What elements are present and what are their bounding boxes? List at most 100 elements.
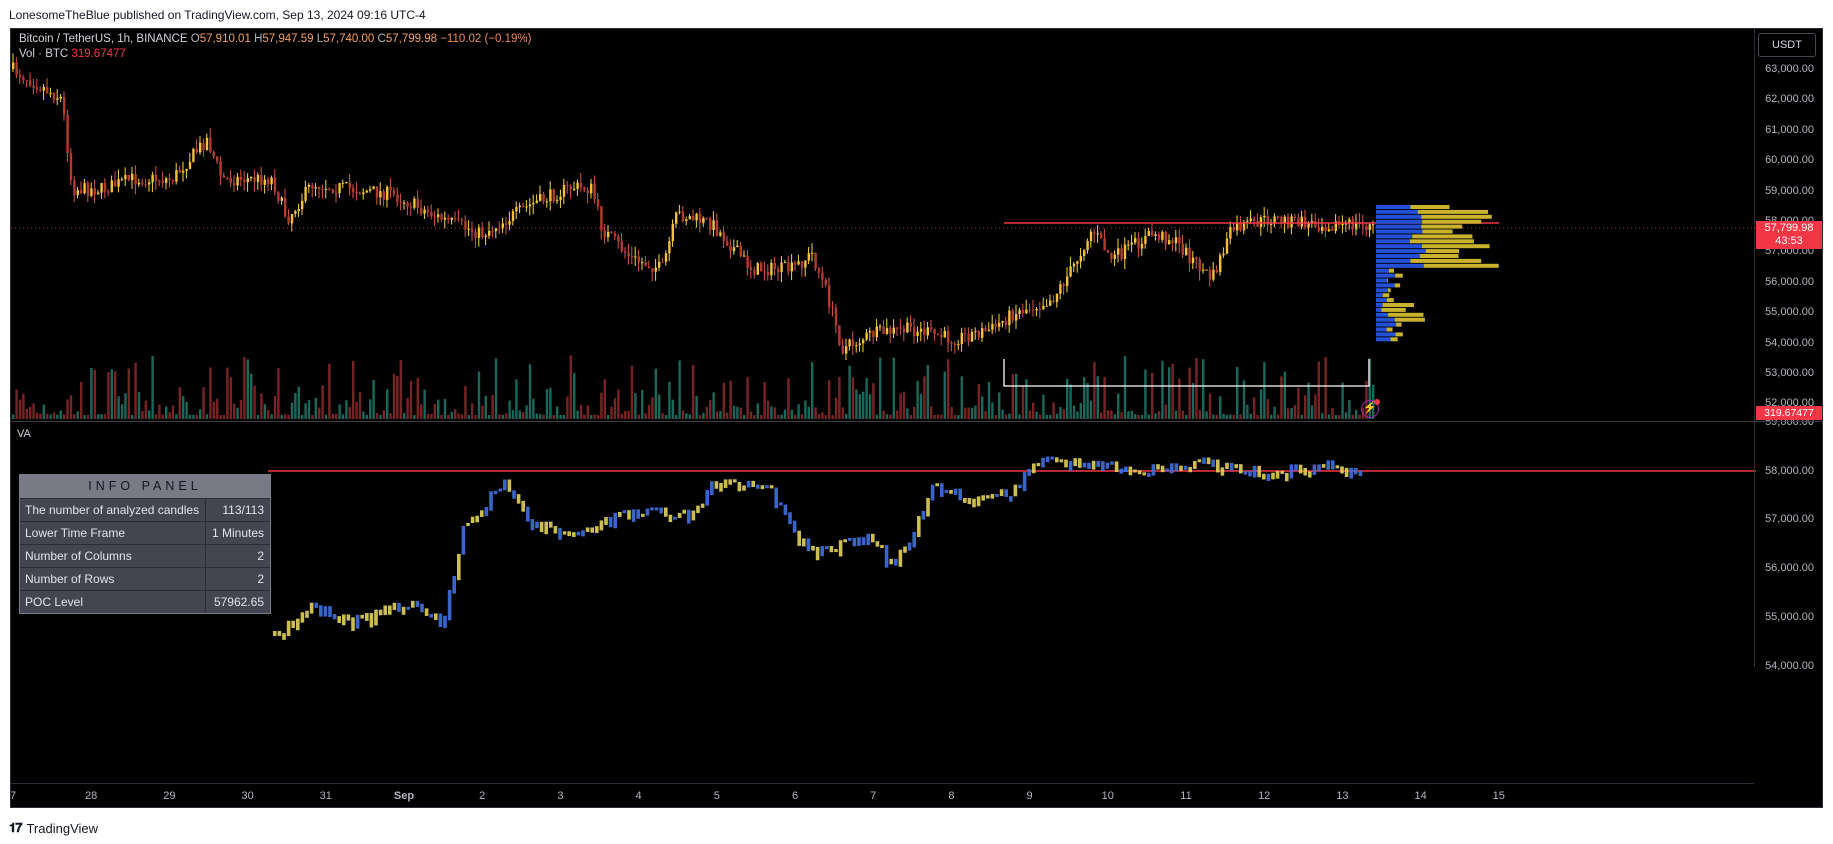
va-bar	[1082, 462, 1087, 468]
volume-bar	[426, 414, 430, 419]
candle-body	[1151, 230, 1154, 236]
volume-bar	[168, 412, 171, 419]
va-bar	[516, 494, 521, 504]
info-row: Lower Time Frame 1 Minutes	[20, 521, 270, 544]
candle-body	[777, 269, 780, 273]
candle-body	[151, 174, 154, 183]
va-bar	[526, 506, 530, 522]
va-bar	[1142, 472, 1146, 476]
candle-body	[426, 209, 430, 213]
volume-bar	[651, 397, 654, 419]
va-bar	[567, 531, 571, 537]
price-tick-label: 53,000.00	[1765, 367, 1814, 379]
candle-body	[902, 328, 906, 333]
va-bar	[1349, 467, 1353, 479]
volume-bar	[345, 400, 348, 419]
candle-body	[392, 190, 396, 195]
candle-body	[984, 328, 987, 331]
va-bar	[434, 613, 438, 620]
va-bar	[319, 605, 323, 617]
volume-bar	[1157, 411, 1161, 419]
volume-bar	[182, 396, 185, 419]
volume-bar	[216, 398, 219, 419]
candle-body	[505, 223, 508, 225]
chart-area[interactable]: Bitcoin / TetherUS, 1h, BINANCE O57,910.…	[10, 28, 1823, 808]
candle-body	[1334, 221, 1337, 231]
candle-body	[29, 80, 32, 86]
volume-bar	[273, 395, 277, 419]
va-bar	[1105, 462, 1110, 469]
candle-body	[1355, 222, 1358, 230]
volume-bar	[1368, 358, 1371, 419]
volume-bar	[280, 414, 283, 419]
volume-bar	[661, 413, 664, 419]
candle-body	[144, 184, 147, 186]
volume-bar	[1008, 413, 1011, 419]
volume-bar	[681, 410, 685, 419]
volume-bar	[69, 395, 73, 419]
volume-bar	[341, 414, 345, 419]
va-bar	[613, 512, 617, 529]
candle-body	[1372, 224, 1375, 226]
volume-bar	[947, 359, 950, 419]
va-bar	[493, 490, 498, 495]
volume-bar	[311, 414, 314, 419]
volume-label[interactable]: Vol · BTC	[19, 48, 69, 60]
va-bar	[484, 506, 489, 517]
volume-bar	[736, 406, 739, 419]
volume-bar	[739, 407, 742, 419]
va-bar	[291, 620, 295, 629]
candle-body	[192, 148, 195, 162]
pane-divider[interactable]	[11, 421, 1822, 422]
candle-body	[1246, 221, 1249, 223]
volume-bar	[1293, 405, 1297, 419]
volume-bar	[1032, 402, 1035, 419]
va-bar	[700, 503, 705, 508]
currency-button[interactable]: USDT	[1758, 33, 1816, 57]
volume-bar	[960, 376, 963, 419]
symbol-title[interactable]: Bitcoin / TetherUS, 1h, BINANCE	[19, 33, 188, 45]
candle-body	[923, 328, 926, 336]
va-bar	[1068, 460, 1073, 471]
volume-bar	[1001, 409, 1004, 419]
volume-bar	[1045, 414, 1048, 419]
va-bar	[1013, 484, 1018, 497]
volume-bar	[1021, 385, 1025, 419]
volume-bar	[630, 365, 634, 419]
time-axis[interactable]: 7 28 29 30 31 Sep 2 3 4 5 6 7 8 9 10 11 12 13 14 15	[11, 783, 1754, 807]
profile-buy-bar	[1376, 312, 1389, 317]
candle-body	[1144, 236, 1147, 244]
candle-body	[916, 331, 919, 336]
va-bar	[820, 546, 824, 557]
candle-body	[443, 217, 447, 220]
lightning-icon[interactable]: ⚡	[1361, 399, 1380, 418]
volume-bar	[821, 412, 824, 419]
candle-body	[780, 262, 783, 273]
time-tick-label: 29	[163, 790, 176, 802]
volume-bar	[909, 414, 912, 419]
candle-body	[607, 231, 610, 238]
va-bar	[1206, 457, 1211, 465]
volume-bar	[1212, 414, 1215, 419]
va-bar	[300, 612, 305, 623]
candle-body	[372, 186, 375, 190]
candle-body	[678, 211, 681, 213]
candle-body	[379, 191, 382, 198]
volume-bar	[518, 410, 521, 419]
va-bar	[415, 600, 420, 607]
volume-bar	[644, 413, 647, 419]
volume-bar	[913, 406, 916, 419]
volume-bar	[114, 371, 117, 419]
va-bar	[1022, 472, 1027, 492]
va-bar	[388, 605, 392, 615]
chart-canvas[interactable]	[11, 29, 1823, 808]
volume-bar	[324, 414, 328, 419]
candle-body	[229, 177, 232, 183]
volume-bar	[1358, 414, 1361, 419]
candle-body	[627, 252, 630, 257]
candle-body	[1304, 216, 1307, 228]
profile-buy-bar	[1376, 317, 1395, 322]
price-axis-va[interactable]: 59,000.00 58,000.00 57,000.00 56,000.00 55,0…	[1754, 416, 1822, 672]
volume-bar	[158, 404, 161, 419]
va-indicator-label[interactable]: VA	[17, 428, 31, 440]
